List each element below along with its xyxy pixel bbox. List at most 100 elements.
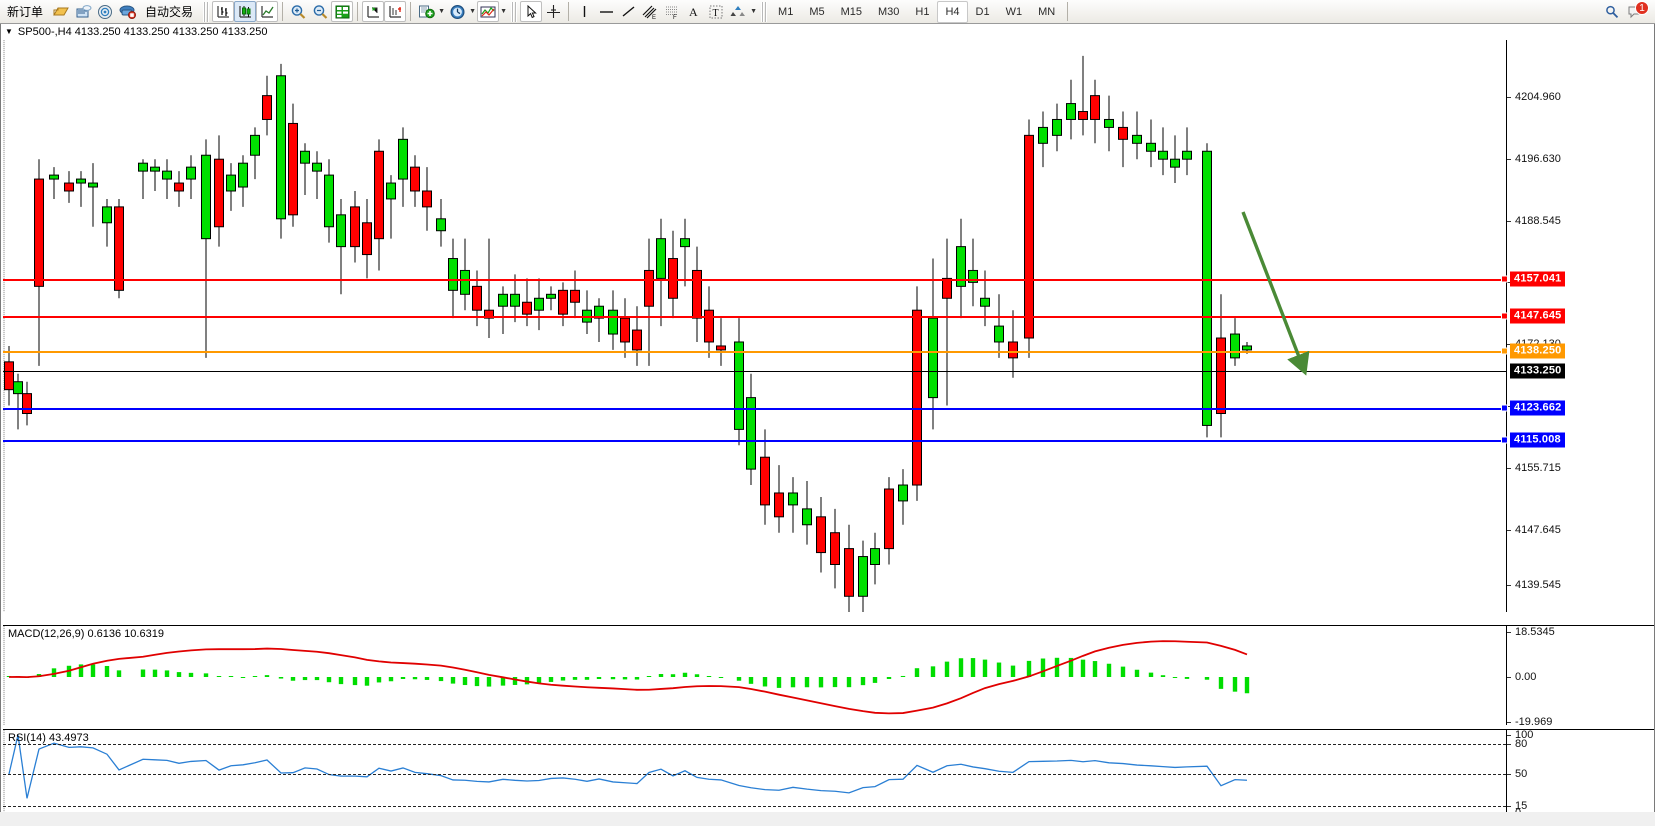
macd-histogram-bar	[412, 677, 418, 680]
level-handle-pivot[interactable]	[1501, 347, 1508, 355]
candle	[288, 122, 298, 216]
price-tag-support-2[interactable]: 4115.008	[1510, 432, 1565, 448]
cursor-icon[interactable]	[520, 1, 543, 22]
svg-text:T: T	[713, 8, 719, 19]
macd-histogram-bar	[1092, 661, 1098, 677]
level-line-4157[interactable]	[3, 279, 1506, 281]
text-icon[interactable]: A	[683, 1, 705, 22]
macd-histogram-bar	[400, 677, 406, 680]
search-icon[interactable]	[1601, 1, 1623, 22]
data-window-icon[interactable]	[331, 1, 354, 22]
timeframe-m5[interactable]: M5	[809, 5, 825, 18]
add-indicator-icon[interactable]	[415, 1, 437, 22]
macd-histogram-bar	[1010, 665, 1016, 677]
bar-chart-icon[interactable]	[212, 1, 235, 22]
rsi-level-80	[3, 744, 1506, 745]
level-line-4123[interactable]	[3, 408, 1506, 410]
crosshair-icon[interactable]	[542, 1, 564, 22]
candle	[510, 293, 520, 307]
level-line-last-price[interactable]	[3, 371, 1506, 372]
candle	[692, 269, 702, 319]
chart-shift-icon[interactable]	[362, 1, 385, 22]
add-indicator-caret-icon[interactable]: ▼	[438, 8, 445, 15]
candle	[912, 309, 922, 486]
toolbar-grip-2[interactable]	[511, 1, 518, 22]
line-chart-icon[interactable]	[256, 1, 279, 22]
zoom-in-icon[interactable]	[287, 1, 309, 22]
macd-histogram-bar	[1218, 677, 1224, 689]
price-tag-pivot[interactable]: 4138.250	[1510, 343, 1566, 359]
level-line-4115[interactable]	[3, 440, 1506, 442]
notification-icon[interactable]: 1	[1623, 1, 1649, 22]
macd-histogram-bar	[290, 677, 296, 681]
cloud-icon[interactable]	[72, 1, 94, 22]
macd-histogram-bar	[500, 677, 506, 686]
level-handle-resistance-2[interactable]	[1501, 275, 1508, 283]
toolbar-grip-3[interactable]	[761, 1, 768, 22]
price-tag-support-1[interactable]: 4123.662	[1510, 400, 1566, 416]
rsi-pane[interactable]: RSI(14) 43.4973 1008050150	[3, 729, 1654, 819]
templates-caret-icon[interactable]: ▼	[500, 8, 507, 15]
timeframe-m15[interactable]: M15	[840, 5, 862, 18]
macd-plot[interactable]: MACD(12,26,9) 0.6136 10.6319	[3, 626, 1506, 725]
level-line-4138[interactable]	[3, 351, 1506, 353]
candle	[410, 166, 420, 192]
rsi-plot[interactable]: RSI(14) 43.4973	[3, 730, 1506, 815]
chart-window[interactable]: ▼ SP500-,H4 4133.250 4133.250 4133.250 4…	[0, 24, 1655, 826]
period-clock-icon[interactable]	[446, 1, 468, 22]
folder-icon[interactable]	[50, 1, 72, 22]
zoom-out-icon[interactable]	[309, 1, 331, 22]
chart-autoscroll-icon[interactable]	[384, 1, 407, 22]
macd-histogram-bar	[424, 677, 430, 680]
macd-histogram-bar	[240, 677, 246, 678]
macd-histogram-bar	[140, 669, 146, 677]
shapes-caret-icon[interactable]: ▼	[750, 8, 757, 15]
macd-left-scroll-strip[interactable]	[3, 626, 5, 725]
timeframe-h1[interactable]: H1	[915, 5, 930, 18]
timeframe-m1[interactable]: M1	[778, 5, 794, 18]
equidistant-channel-icon[interactable]: E	[639, 1, 661, 22]
horizontal-line-icon[interactable]	[595, 1, 617, 22]
timeframe-mn[interactable]: MN	[1038, 5, 1056, 18]
timeframe-d1[interactable]: D1	[975, 5, 990, 18]
level-handle-support-1[interactable]	[1501, 404, 1508, 412]
trendline-icon[interactable]	[617, 1, 639, 22]
level-handle-support-2[interactable]	[1501, 436, 1508, 444]
macd-pane[interactable]: MACD(12,26,9) 0.6136 10.6319 18.5345 0.00…	[3, 625, 1654, 728]
autotrade-button[interactable]: 自动交易	[138, 1, 200, 23]
chart-collapse-icon[interactable]: ▼	[5, 27, 13, 36]
rsi-axis[interactable]: 1008050150	[1506, 729, 1654, 819]
level-line-4147[interactable]	[3, 316, 1506, 318]
signal-icon[interactable]	[94, 1, 116, 22]
price-axis[interactable]: 4204.9604196.6304188.5454180.4604172.130…	[1501, 40, 1654, 612]
candle	[1158, 150, 1168, 160]
timeframe-h4[interactable]: H4	[937, 0, 968, 23]
templates-icon[interactable]	[477, 1, 500, 22]
chart-left-scroll-strip[interactable]	[3, 40, 5, 612]
timeframe-w1[interactable]: W1	[1005, 5, 1023, 18]
macd-histogram-bar	[970, 658, 976, 677]
toolbar-grip-1[interactable]	[203, 1, 210, 22]
vertical-line-icon[interactable]	[573, 1, 595, 22]
rsi-left-scroll-strip[interactable]	[3, 730, 5, 815]
price-tag-resistance-1[interactable]: 4147.645	[1510, 308, 1566, 324]
period-caret-icon[interactable]: ▼	[469, 8, 476, 15]
fibonacci-icon[interactable]: F	[661, 1, 683, 22]
macd-histogram-bar	[512, 677, 518, 685]
price-plot[interactable]	[3, 40, 1506, 612]
macd-histogram-bar	[818, 677, 824, 688]
macd-histogram-bar	[474, 677, 480, 687]
price-tag-last-price[interactable]: 4133.250	[1510, 363, 1566, 379]
axis-tick	[1507, 632, 1511, 633]
text-label-icon[interactable]: T	[705, 1, 727, 22]
expert-advisor-icon[interactable]	[116, 1, 138, 22]
price-pane[interactable]: 4204.9604196.6304188.5454180.4604172.130…	[3, 40, 1654, 612]
macd-axis[interactable]: 18.5345 0.00 -19.969	[1506, 626, 1654, 728]
shapes-icon[interactable]	[727, 1, 749, 22]
candle	[436, 218, 446, 232]
timeframe-m30[interactable]: M30	[878, 5, 900, 18]
price-tag-resistance-2[interactable]: 4157.041	[1510, 271, 1566, 287]
new-order-button[interactable]: 新订单	[0, 1, 50, 23]
level-handle-resistance-1[interactable]	[1501, 312, 1508, 320]
candlestick-chart-icon[interactable]	[234, 1, 257, 22]
